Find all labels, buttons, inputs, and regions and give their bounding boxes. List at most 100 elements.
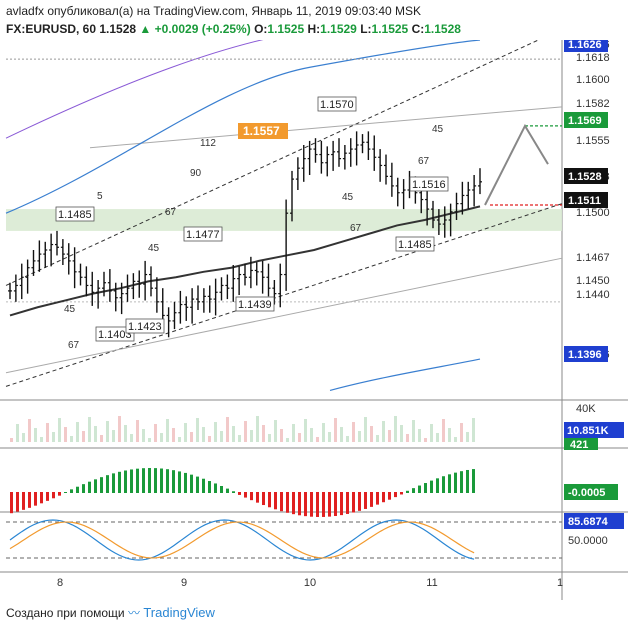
macd-histogram-bar — [262, 492, 265, 506]
volume-bar — [430, 424, 433, 442]
volume-ma-label: 421 — [570, 439, 588, 451]
stoch-value-label: 85.6874 — [568, 516, 609, 528]
macd-histogram-bar — [448, 474, 451, 493]
volume-bar — [382, 421, 385, 442]
macd-histogram-bar — [166, 469, 169, 493]
price-axis-tick: 1.1555 — [576, 135, 610, 147]
open-value: 1.1525 — [267, 22, 305, 36]
volume-bar — [406, 434, 409, 442]
price-change: +0.0029 (+0.25%) — [154, 22, 251, 36]
author-name[interactable]: avladfx — [6, 4, 45, 18]
volume-bar — [118, 416, 121, 442]
volume-bar — [352, 422, 355, 442]
volume-bar — [40, 437, 43, 442]
price-axis-tick: 1.1600 — [576, 74, 610, 86]
support-zone — [6, 209, 562, 231]
volume-bar — [370, 426, 373, 442]
macd-histogram-bar — [394, 492, 397, 498]
macd-histogram-bar — [244, 492, 247, 498]
price-axis-box-label: 1.1626 — [568, 40, 602, 51]
macd-histogram-bar — [70, 489, 73, 493]
macd-histogram-bar — [64, 492, 67, 493]
price-label: 1.1485 — [398, 239, 432, 251]
macd-histogram-bar — [310, 492, 313, 517]
time-axis-tick: 9 — [181, 577, 187, 589]
time-axis-tick: 11 — [426, 577, 437, 589]
macd-histogram-bar — [232, 491, 235, 493]
volume-axis-label: 40K — [576, 403, 596, 415]
price-label-box — [125, 318, 165, 334]
price-label: 1.1485 — [58, 209, 92, 221]
price-axis-box-label: 1.1511 — [568, 195, 601, 207]
macd-histogram-bar — [40, 492, 43, 504]
volume-bar — [418, 429, 421, 442]
fib-label: 5 — [97, 191, 103, 202]
volume-bar — [100, 435, 103, 442]
volume-bar — [412, 420, 415, 442]
volume-bar — [202, 427, 205, 442]
macd-histogram-bar — [400, 492, 403, 495]
price-axis-box-label: 1.1569 — [568, 115, 602, 127]
price-label: 1.1516 — [412, 179, 446, 191]
volume-bar — [292, 424, 295, 442]
volume-bar — [76, 422, 79, 442]
close-label: C: — [411, 22, 425, 36]
macd-histogram-bar — [118, 471, 121, 493]
macd-histogram-bar — [202, 478, 205, 493]
price-label-box — [55, 206, 95, 222]
fib-label: 67 — [165, 207, 177, 218]
volume-bar — [70, 436, 73, 442]
macd-histogram-bar — [160, 468, 163, 493]
last-price: 1.1528 — [99, 22, 137, 36]
volume-bar — [22, 433, 25, 442]
macd-histogram-bar — [442, 476, 445, 493]
tradingview-logo-icon[interactable]: 〰 — [127, 606, 140, 620]
price-axis-tick: 1.1467 — [576, 252, 610, 264]
macd-histogram-bar — [190, 474, 193, 493]
volume-bar — [160, 433, 163, 442]
volume-bar — [436, 433, 439, 442]
macd-histogram-bar — [82, 484, 85, 493]
macd-histogram-bar — [382, 492, 385, 503]
volume-bar — [442, 419, 445, 442]
macd-histogram-bar — [370, 492, 373, 507]
volume-bar — [208, 436, 211, 442]
stoch-d-line — [9, 521, 475, 559]
volume-bar — [136, 420, 139, 442]
volume-bar — [280, 429, 283, 442]
time-axis-tick: 1 — [557, 577, 563, 589]
price-axis-box — [564, 346, 608, 362]
fib-label: 67 — [418, 156, 430, 167]
time-axis-tick: 10 — [304, 577, 316, 589]
tradingview-brand[interactable]: TradingView — [143, 605, 215, 620]
stoch-mid-label: 50.0000 — [568, 535, 608, 547]
volume-bar — [256, 416, 259, 442]
price-label: 1.1403 — [98, 329, 132, 341]
macd-histogram-bar — [178, 471, 181, 493]
price-label: 1.1423 — [128, 321, 162, 333]
price-label-box — [395, 236, 435, 252]
price-label: 1.1477 — [186, 229, 220, 241]
macd-histogram-bar — [256, 492, 259, 503]
price-axis-tick: 1.1500 — [576, 207, 610, 219]
macd-histogram-bar — [106, 475, 109, 493]
up-arrow-icon: ▲ — [139, 22, 152, 36]
macd-histogram-bar — [100, 477, 103, 493]
volume-bar — [328, 432, 331, 442]
macd-histogram-bar — [184, 472, 187, 493]
macd-histogram-bar — [76, 486, 79, 493]
macd-histogram-bar — [238, 492, 241, 495]
highlight-label: 1.1557 — [243, 124, 280, 138]
high-value: 1.1529 — [320, 22, 357, 36]
macd-histogram-bar — [352, 492, 355, 513]
volume-bar — [124, 425, 127, 442]
volume-value-label: 10.851K — [567, 425, 609, 437]
macd-histogram-bar — [268, 492, 271, 508]
volume-bar — [424, 438, 427, 442]
macd-histogram-bar — [406, 490, 409, 493]
price-label-box — [95, 326, 135, 342]
volume-bar — [52, 432, 55, 442]
volume-bar — [466, 432, 469, 442]
macd-histogram-bar — [196, 476, 199, 493]
